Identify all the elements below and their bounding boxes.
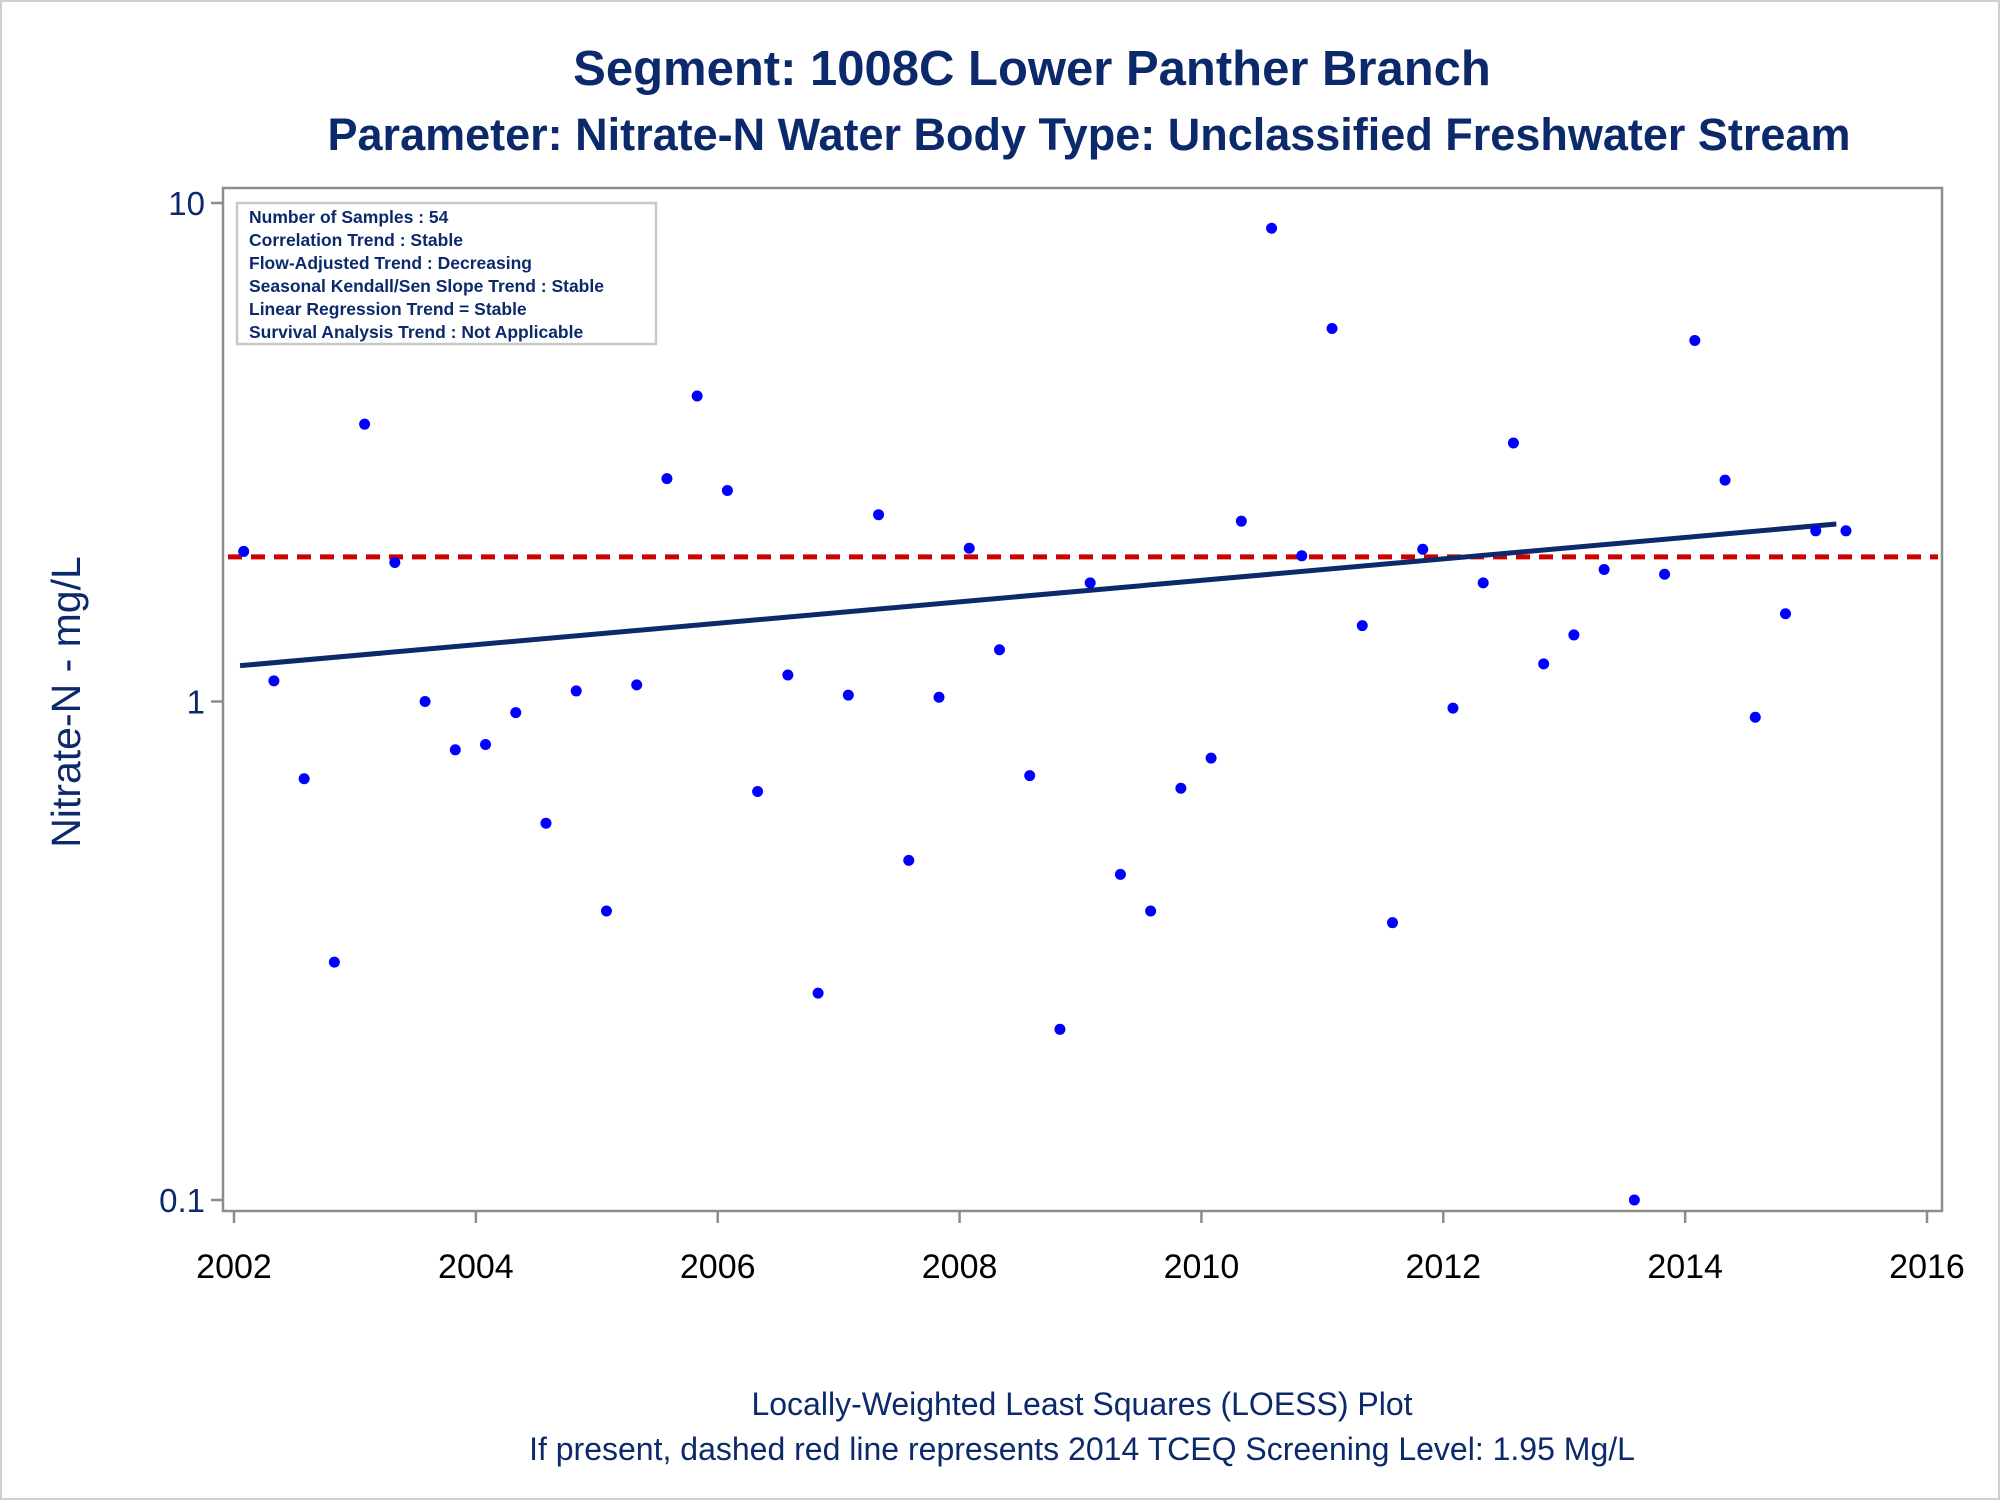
data-point (752, 785, 764, 797)
data-point (903, 854, 915, 866)
footnote-loess: Locally-Weighted Least Squares (LOESS) P… (751, 1386, 1412, 1422)
data-point (510, 707, 522, 719)
data-point (691, 390, 703, 402)
data-point (1386, 917, 1398, 929)
data-point (1054, 1023, 1066, 1035)
data-point (631, 679, 643, 691)
data-point (721, 485, 733, 497)
data-point (1659, 568, 1671, 580)
data-point (1356, 620, 1368, 632)
data-point (1024, 770, 1036, 782)
data-point (842, 689, 854, 701)
data-point (1296, 550, 1308, 562)
stats-linear-regression-trend: Linear Regression Trend = Stable (249, 299, 527, 319)
data-point (238, 545, 250, 557)
stats-correlation-trend: Correlation Trend : Stable (249, 230, 463, 250)
data-point (1084, 577, 1096, 589)
data-point (782, 669, 794, 681)
data-point (993, 644, 1005, 656)
chart-title: Segment: 1008C Lower Panther Branch (573, 42, 1491, 96)
data-point (480, 738, 492, 750)
data-point (1447, 702, 1459, 714)
chart-subtitle: Parameter: Nitrate-N Water Body Type: Un… (328, 109, 1851, 160)
data-point (1568, 629, 1580, 641)
data-point (1780, 608, 1792, 620)
stats-flow-adjusted-trend: Flow-Adjusted Trend : Decreasing (249, 253, 532, 273)
x-tick-label: 2014 (1647, 1248, 1723, 1286)
data-point (600, 905, 612, 917)
data-point (1749, 711, 1761, 723)
data-point (540, 817, 552, 829)
data-point (389, 557, 401, 569)
data-point (1598, 563, 1610, 575)
data-point (298, 773, 310, 785)
data-point (812, 987, 824, 999)
data-point (359, 418, 371, 430)
data-point (1235, 515, 1247, 527)
data-point (1114, 868, 1126, 880)
data-point (328, 956, 340, 968)
data-point (1326, 323, 1338, 335)
data-point (570, 685, 582, 697)
y-tick-label: 10 (168, 185, 205, 222)
x-axis: 2002 2004 2006 2008 2010 2012 2014 2016 (196, 1211, 1965, 1286)
stats-samples: Number of Samples : 54 (249, 207, 449, 227)
data-point (1840, 525, 1852, 537)
data-point (1507, 437, 1519, 449)
x-tick-label: 2012 (1405, 1248, 1481, 1286)
data-point (1205, 752, 1217, 764)
footnote-screening-level: If present, dashed red line represents 2… (529, 1431, 1635, 1467)
x-tick-label: 2010 (1164, 1248, 1240, 1286)
data-points (238, 222, 1852, 1206)
y-axis: 0.1 1 10 (159, 185, 223, 1219)
y-axis-label: Nitrate-N - mg/L (43, 556, 89, 848)
y-tick-label: 0.1 (159, 1182, 205, 1219)
data-point (1175, 782, 1187, 794)
x-tick-label: 2008 (922, 1248, 998, 1286)
stats-seasonal-kendall-trend: Seasonal Kendall/Sen Slope Trend : Stabl… (249, 276, 604, 296)
data-point (419, 696, 431, 707)
trend-line (239, 521, 1837, 669)
data-point (1417, 543, 1429, 555)
data-point (1810, 525, 1822, 537)
data-point (1266, 222, 1278, 234)
data-point (933, 691, 945, 703)
data-point (1719, 474, 1731, 486)
data-point (268, 675, 280, 687)
data-point (1538, 658, 1550, 670)
data-point (1689, 334, 1701, 346)
data-point (1477, 577, 1489, 589)
x-tick-label: 2004 (438, 1248, 514, 1286)
data-point (661, 473, 673, 485)
data-point (1628, 1194, 1640, 1206)
data-point (1145, 905, 1157, 917)
data-point (873, 509, 885, 521)
stats-inset-box (235, 201, 658, 346)
x-tick-label: 2016 (1889, 1248, 1965, 1286)
stats-survival-analysis-trend: Survival Analysis Trend : Not Applicable (249, 322, 583, 342)
data-point (449, 744, 461, 756)
y-tick-label: 1 (187, 684, 205, 721)
x-tick-label: 2002 (196, 1248, 272, 1286)
data-point (963, 542, 975, 554)
x-tick-label: 2006 (680, 1248, 756, 1286)
plot-area (221, 186, 1944, 1213)
